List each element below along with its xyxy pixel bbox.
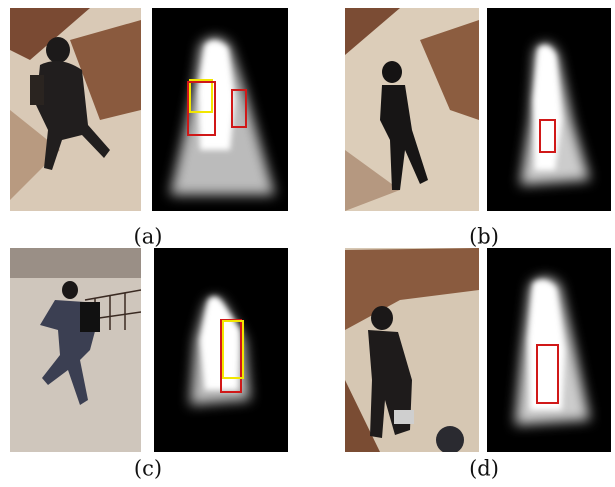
caption: (d)	[469, 457, 499, 481]
photo	[10, 8, 141, 211]
saliency-map	[154, 248, 288, 452]
photo	[345, 248, 479, 452]
saliency-map	[487, 8, 611, 211]
photo	[345, 8, 479, 211]
caption: (c)	[134, 457, 162, 481]
caption: (a)	[134, 225, 163, 249]
saliency-map	[487, 248, 611, 452]
photo	[10, 248, 141, 452]
saliency-map	[152, 8, 288, 211]
caption: (b)	[469, 225, 499, 249]
